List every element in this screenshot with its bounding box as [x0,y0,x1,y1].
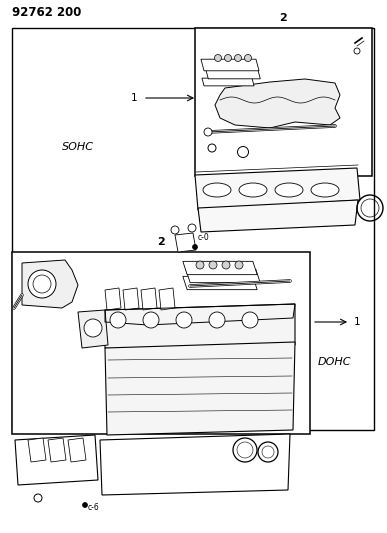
Bar [12,252,310,434]
Text: 2: 2 [157,237,165,247]
Text: c-6: c-6 [88,503,100,512]
Polygon shape [215,79,340,128]
Polygon shape [159,288,175,310]
Bar [195,28,372,176]
Polygon shape [105,288,121,310]
Circle shape [176,312,192,328]
Polygon shape [206,69,260,79]
Polygon shape [28,438,46,462]
Circle shape [192,245,197,249]
Circle shape [110,312,126,328]
Text: 1: 1 [130,93,137,103]
Text: SOHC: SOHC [62,142,94,152]
Circle shape [235,261,243,269]
Circle shape [209,312,225,328]
Text: c-0: c-0 [198,233,210,242]
Ellipse shape [275,183,303,197]
Bar [12,28,374,430]
Polygon shape [100,434,290,495]
Polygon shape [198,200,358,232]
Polygon shape [78,310,108,348]
Polygon shape [123,288,139,310]
Circle shape [28,270,56,298]
Polygon shape [22,260,78,308]
Polygon shape [202,78,254,86]
Polygon shape [186,269,260,282]
Polygon shape [105,304,295,352]
Circle shape [82,503,87,507]
Ellipse shape [311,183,339,197]
Polygon shape [141,288,157,310]
Polygon shape [105,342,295,435]
Text: 92762 200: 92762 200 [12,6,81,19]
Text: DOHC: DOHC [318,357,351,367]
Circle shape [209,261,217,269]
Polygon shape [183,261,257,274]
Polygon shape [175,233,196,252]
Polygon shape [68,438,86,462]
Circle shape [235,54,241,61]
Polygon shape [195,168,360,210]
Polygon shape [15,435,98,485]
Circle shape [214,54,221,61]
Polygon shape [48,438,66,462]
Text: 1: 1 [354,317,361,327]
Polygon shape [183,276,257,289]
Text: 2: 2 [280,13,288,23]
Circle shape [242,312,258,328]
Circle shape [224,54,231,61]
Ellipse shape [203,183,231,197]
Ellipse shape [239,183,267,197]
Circle shape [196,261,204,269]
Circle shape [245,54,252,61]
Circle shape [204,128,212,136]
Circle shape [143,312,159,328]
Circle shape [222,261,230,269]
Circle shape [84,319,102,337]
Polygon shape [201,59,259,71]
